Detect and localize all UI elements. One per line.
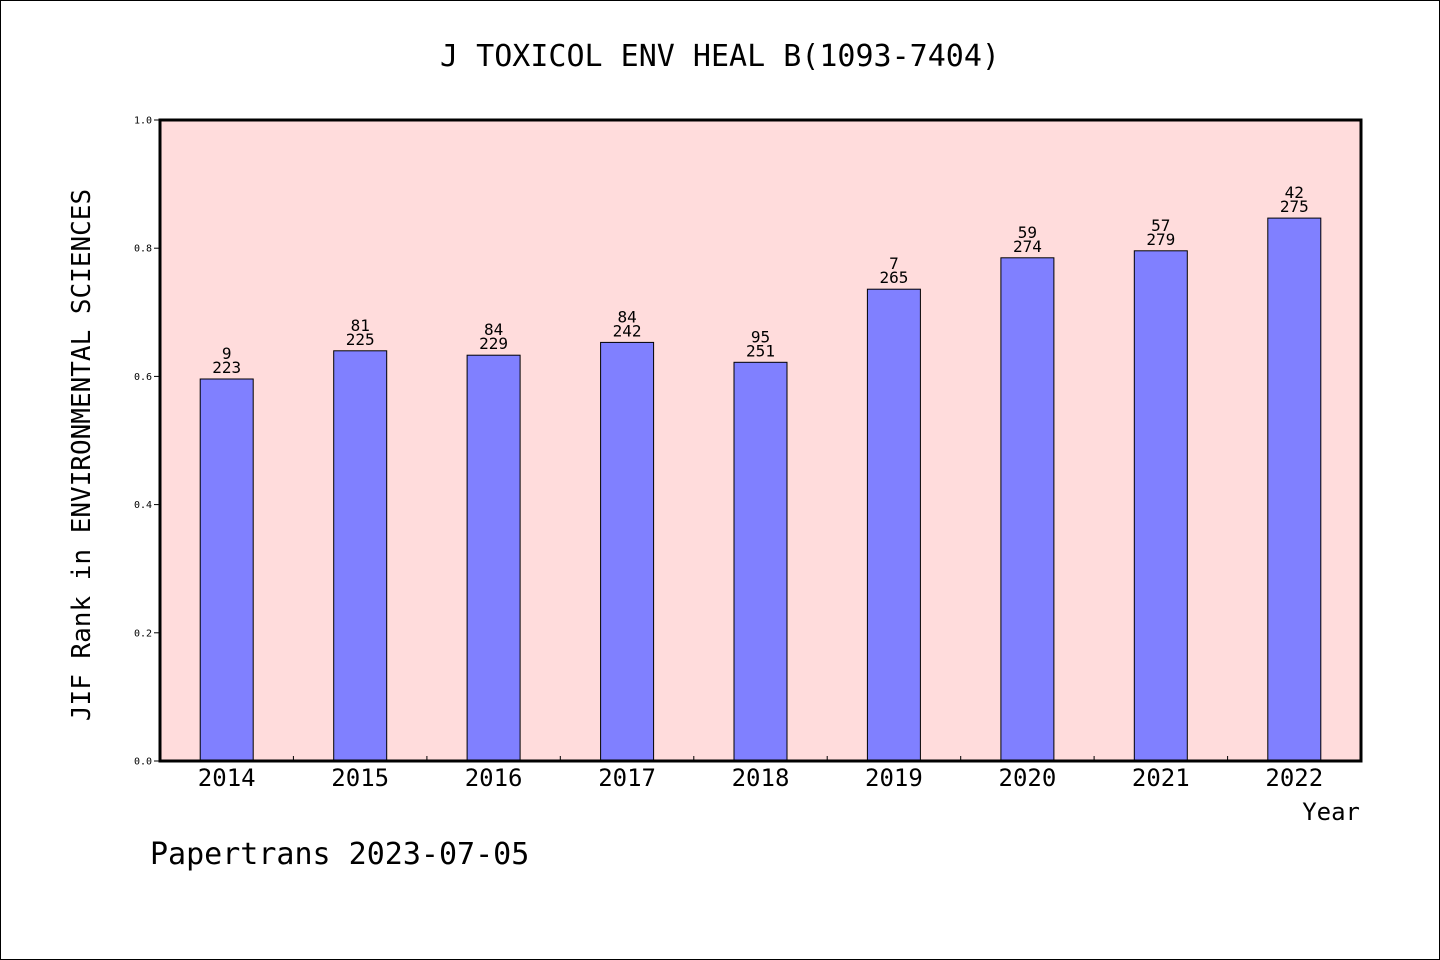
bar-total-label-2020: 274 [1013, 237, 1042, 256]
bar-rank-label-2020: 59 [1018, 223, 1037, 242]
bar-rank-label-2021: 57 [1151, 216, 1170, 235]
bar-total-label-2019: 265 [879, 268, 908, 287]
bar-rank-label-2015: 81 [351, 316, 370, 335]
footer-source-date: Papertrans 2023-07-05 [150, 837, 529, 872]
plot-border [158, 118, 1363, 763]
y-tick-label-0.4: 0.4 [134, 500, 152, 511]
bar-total-label-2015: 225 [346, 330, 375, 349]
x-tick-label-2017: 2017 [598, 764, 656, 792]
bar-total-label-2014: 223 [212, 358, 241, 377]
bar-total-label-2022: 275 [1280, 197, 1309, 216]
bar-2015 [333, 350, 388, 762]
x-tick-label-2022: 2022 [1265, 764, 1323, 792]
bar-rank-label-2014: 9 [222, 344, 232, 363]
bar-2022 [1267, 217, 1322, 762]
x-tick-label-2018: 2018 [732, 764, 790, 792]
x-axis: 2014 2015 2016 2017 2018 2019 2020 2021 2022 [198, 756, 1323, 792]
bar-2016 [466, 354, 521, 762]
bar-2020 [1000, 257, 1055, 762]
x-tick-label-2019: 2019 [865, 764, 923, 792]
bar-2017 [600, 341, 655, 762]
y-tick-label-0.6: 0.6 [134, 372, 152, 383]
x-tick-label-2016: 2016 [465, 764, 523, 792]
y-axis-label: JIF Rank in ENVIRONMENTAL SCIENCES [67, 189, 97, 721]
y-tick-label-0.8: 0.8 [134, 244, 152, 255]
bar-total-label-2016: 229 [479, 334, 508, 353]
bar-2021 [1133, 250, 1188, 762]
y-axis: 0.0 0.2 0.4 0.6 0.8 1.0 [134, 116, 160, 768]
bar-total-label-2017: 242 [613, 321, 642, 340]
y-tick-label-0.2: 0.2 [134, 628, 152, 639]
bar-total-label-2018: 251 [746, 341, 775, 360]
bar-rank-label-2022: 42 [1285, 183, 1304, 202]
x-axis-label: Year [1302, 798, 1360, 826]
bar-2019 [866, 288, 921, 762]
bar-total-label-2021: 279 [1146, 230, 1175, 249]
bar-rank-label-2019: 7 [889, 254, 899, 273]
bar-rank-label-2017: 84 [617, 307, 636, 326]
bars [199, 217, 1322, 762]
bar-rank-label-2016: 84 [484, 320, 503, 339]
chart-title: J TOXICOL ENV HEAL B(1093-7404) [440, 39, 1000, 74]
x-tick-label-2021: 2021 [1132, 764, 1190, 792]
bar-2018 [733, 361, 788, 762]
y-tick-label-0.0: 0.0 [134, 757, 152, 768]
bar-rank-label-2018: 95 [751, 327, 770, 346]
bar-2014 [199, 378, 254, 762]
x-tick-label-2015: 2015 [331, 764, 389, 792]
x-tick-label-2020: 2020 [999, 764, 1057, 792]
y-tick-label-1.0: 1.0 [134, 116, 152, 127]
x-tick-label-2014: 2014 [198, 764, 256, 792]
